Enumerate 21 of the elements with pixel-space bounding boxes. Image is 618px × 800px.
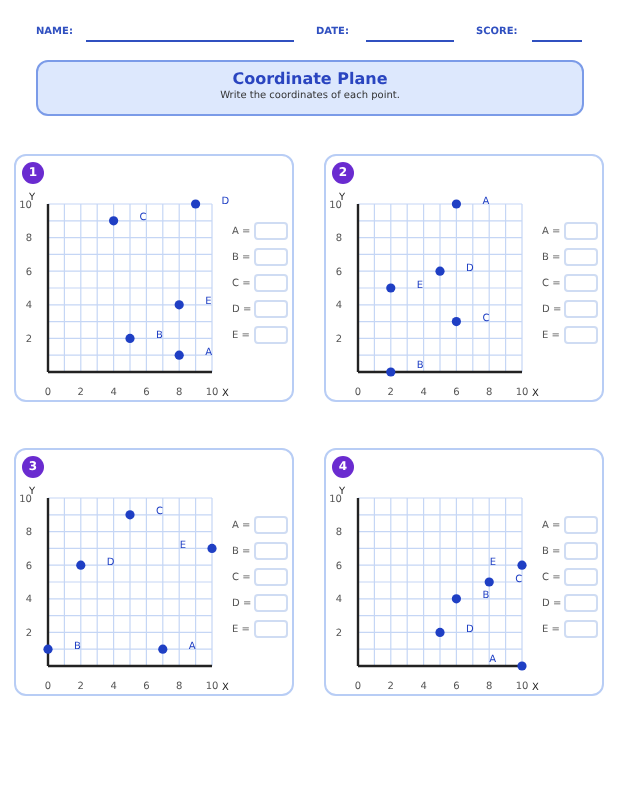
point (174, 350, 184, 360)
point (191, 199, 201, 209)
point (517, 661, 527, 671)
point (109, 216, 119, 226)
point (386, 367, 396, 377)
point (451, 317, 461, 327)
point (435, 627, 445, 637)
point (451, 199, 461, 209)
text: Coordinate Plane (232, 70, 388, 88)
point (207, 543, 217, 553)
point (484, 577, 494, 587)
point (158, 644, 168, 654)
point (435, 266, 445, 276)
point (125, 510, 135, 520)
point (451, 594, 461, 604)
point (125, 333, 135, 343)
point (76, 560, 86, 570)
point (517, 560, 527, 570)
point (174, 300, 184, 310)
point (43, 644, 53, 654)
point (386, 283, 396, 293)
